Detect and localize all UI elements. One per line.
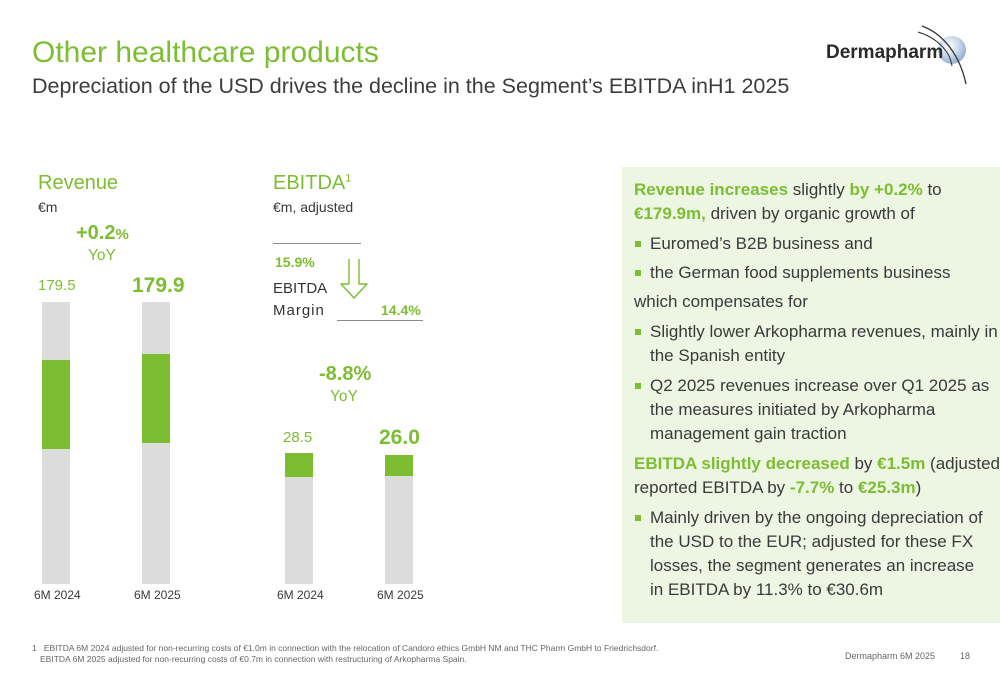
ebitda-heading: EBITDA1 <box>273 172 351 195</box>
ebitda-heading-text: EBITDA <box>273 172 346 194</box>
panel-bullet-3-line1: Slightly lower Arkopharma revenues, main… <box>650 322 998 341</box>
panel-bullet-3-line2: the Spanish entity <box>650 346 786 365</box>
panel-bullet-5-line1: Mainly driven by the ongoing depreciatio… <box>650 508 983 527</box>
bullet-icon <box>635 515 641 521</box>
margin-divider-top <box>273 243 361 244</box>
revenue-increase-text: Revenue increases <box>634 180 789 199</box>
footnote-line2: EBITDA 6M 2025 adjusted for non-recurrin… <box>40 654 467 664</box>
ebitda-x-label-2024: 6M 2024 <box>277 588 324 602</box>
page-number: 18 <box>960 651 971 661</box>
margin-divider-bottom <box>337 320 423 321</box>
revenue-bar-label-2024: 179.5 <box>38 277 76 294</box>
revenue-bar-2024-highlight <box>42 360 70 449</box>
revenue-change: +0.2% <box>76 222 129 245</box>
ebitda-bar-label-2024: 28.5 <box>283 429 313 446</box>
text-span: to <box>922 180 942 199</box>
panel-ebitda-line2: reported EBITDA by -7.7% to €25.3m) <box>634 476 921 500</box>
panel-bullet-4-line3: management gain traction <box>650 424 847 443</box>
revenue-x-label-2025: 6M 2025 <box>134 588 181 602</box>
reported-ebitda-change: -7.7% <box>789 478 835 497</box>
revenue-change-percent: % <box>115 226 129 243</box>
ebitda-bar-2025-highlight <box>385 455 413 476</box>
arrow-down-icon <box>339 258 369 305</box>
ebitda-bar-2024-highlight <box>285 453 313 477</box>
panel-bullet-4-line1: Q2 2025 revenues increase over Q1 2025 a… <box>650 376 990 395</box>
dermapharm-logo: Dermapharm <box>826 22 976 92</box>
ebitda-footnote-marker: 1 <box>345 172 352 185</box>
ebitda-decrease-amount: €1.5m <box>877 454 926 473</box>
ebitda-bar-2024-base <box>285 477 313 584</box>
ebitda-unit: €m, adjusted <box>273 199 354 215</box>
revenue-unit: €m <box>38 199 58 215</box>
footnote-marker: 1 <box>32 643 37 653</box>
text-span: slightly <box>788 180 850 199</box>
panel-bullet-5-line3: losses, the segment generates an increas… <box>650 556 975 575</box>
revenue-bar-2024-top <box>42 302 70 360</box>
panel-revenue-line1: Revenue increases slightly by +0.2% to <box>634 178 942 202</box>
panel-revenue-line2: €179.9m, driven by organic growth of <box>634 202 915 226</box>
panel-ebitda-line1: EBITDA slightly decreased by €1.5m (adju… <box>634 452 1000 476</box>
revenue-bar-2024 <box>42 302 70 584</box>
revenue-change-text: by +0.2% <box>849 180 923 199</box>
ebitda-bar-label-2025: 26.0 <box>379 426 420 449</box>
reported-ebitda-amount: €25.3m <box>857 478 916 497</box>
ebitda-bar-2025 <box>385 455 413 584</box>
text-span: ) <box>915 478 922 497</box>
revenue-heading: Revenue <box>38 172 119 194</box>
revenue-yoy-label: YoY <box>88 247 116 264</box>
margin-2024-value: 15.9% <box>275 254 315 270</box>
ebitda-yoy-label: YoY <box>330 388 358 405</box>
footnote-line1: 1 EBITDA 6M 2024 adjusted for non-recurr… <box>32 643 658 654</box>
text-span: reported EBITDA by <box>634 478 790 497</box>
panel-compensates-line: which compensates for <box>634 292 808 311</box>
revenue-bar-2024-base <box>42 449 70 584</box>
ebitda-change: -8.8% <box>319 363 372 385</box>
ebitda-decrease-text: EBITDA slightly decreased <box>634 454 850 473</box>
revenue-change-value: +0.2 <box>76 222 116 244</box>
revenue-bar-2025-highlight <box>142 354 170 443</box>
ebitda-x-label-2025: 6M 2025 <box>377 588 424 602</box>
ebitda-bar-2024 <box>285 453 313 584</box>
footnote: 1 EBITDA 6M 2024 adjusted for non-recurr… <box>32 643 658 665</box>
footnote-text-1: EBITDA 6M 2024 adjusted for non-recurrin… <box>43 643 659 653</box>
bullet-icon <box>635 383 641 389</box>
revenue-amount-text: €179.9m, <box>634 204 706 223</box>
margin-label-line2: Margin <box>273 302 325 319</box>
text-span: driven by organic growth of <box>705 204 915 223</box>
page-title: Other healthcare products <box>32 36 379 69</box>
bullet-icon <box>635 329 641 335</box>
panel-bullet-1: Euromed’s B2B business and <box>650 234 873 253</box>
panel-bullet-5-line2: the USD to the EUR; adjusted for these F… <box>650 532 974 551</box>
revenue-x-label-2024: 6M 2024 <box>34 588 81 602</box>
text-span: (adjusted, <box>925 454 1000 473</box>
text-span: by <box>849 454 878 473</box>
panel-bullet-5-line4: in EBITDA by 11.3% to €30.6m <box>650 580 884 599</box>
svg-text:Dermapharm: Dermapharm <box>826 42 943 63</box>
ebitda-bar-2025-base <box>385 476 413 584</box>
footer-label: Dermapharm 6M 2025 <box>845 651 936 661</box>
revenue-bar-2025 <box>142 302 170 584</box>
bullet-icon <box>635 241 641 247</box>
panel-bullet-2: the German food supplements business <box>650 263 951 282</box>
margin-2025-value: 14.4% <box>381 302 421 318</box>
revenue-bar-label-2025: 179.9 <box>132 274 185 297</box>
text-span: to <box>834 478 858 497</box>
margin-label-line1: EBITDA <box>273 280 328 297</box>
revenue-bar-2025-base <box>142 443 170 584</box>
panel-bullet-4-line2: the measures initiated by Arkopharma <box>650 400 936 419</box>
page-subtitle: Depreciation of the USD drives the decli… <box>32 74 790 98</box>
bullet-icon <box>635 270 641 276</box>
revenue-bar-2025-top <box>142 302 170 354</box>
commentary-panel: Revenue increases slightly by +0.2% to €… <box>622 167 1000 623</box>
